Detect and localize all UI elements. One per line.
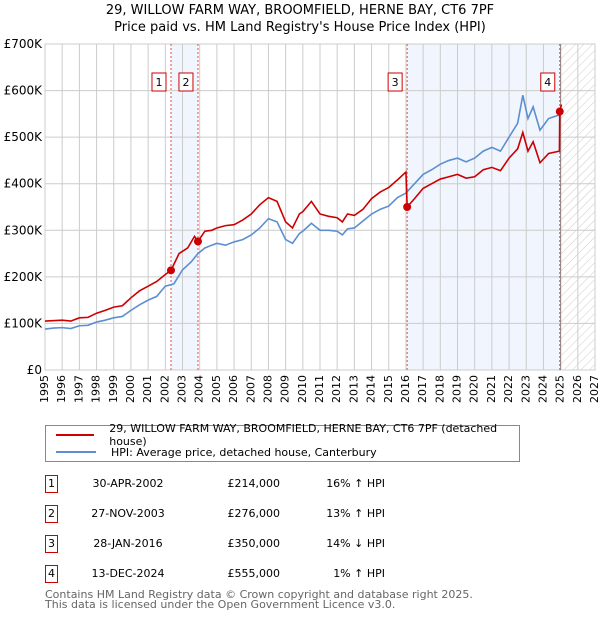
sale-marker-label: 3 <box>392 76 399 89</box>
sale-marker-box <box>151 72 167 92</box>
x-tick-label: 2019 <box>451 375 464 403</box>
x-tick-label: 2026 <box>571 375 584 403</box>
hpi-diff: 14% ↓ HPI <box>326 537 385 550</box>
x-tick-label: 2022 <box>502 375 515 403</box>
copyright-text: Contains HM Land Registry data © Crown c… <box>45 588 473 601</box>
footer: Contains HM Land Registry data © Crown c… <box>45 588 473 611</box>
x-tick-label: 2027 <box>588 375 600 403</box>
x-tick-label: 2006 <box>227 375 240 403</box>
hpi-line <box>44 95 563 330</box>
x-tick-label: 2003 <box>176 375 189 403</box>
blue-line-swatch <box>56 451 96 453</box>
sale-price: £276,000 <box>227 507 281 520</box>
x-tick-label: 1995 <box>38 375 51 403</box>
y-tick-label: £400K <box>4 177 44 191</box>
x-tick-label: 2007 <box>244 375 257 403</box>
y-tick-label: £200K <box>4 270 44 284</box>
sale-date: 27-NOV-2003 <box>91 507 165 520</box>
x-tick-label: 2023 <box>519 375 532 403</box>
property-price-line <box>44 104 563 322</box>
sale-marker-box <box>387 72 403 92</box>
table-row: 1 30-APR-2002 £214,000 16% ↑ HPI <box>45 475 545 493</box>
sale-point <box>555 107 564 116</box>
y-tick-label: £100K <box>4 316 44 330</box>
sale-date: 13-DEC-2024 <box>91 567 165 580</box>
x-tick-label: 2002 <box>158 375 171 403</box>
x-tick-label: 2012 <box>330 375 343 403</box>
legend-label: HPI: Average price, detached house, Cant… <box>111 445 377 459</box>
legend: 29, WILLOW FARM WAY, BROOMFIELD, HERNE B… <box>45 422 520 462</box>
legend-item-property: 29, WILLOW FARM WAY, BROOMFIELD, HERNE B… <box>56 422 519 448</box>
x-tick-label: 1997 <box>72 375 85 403</box>
licence-text: This data is licensed under the Open Gov… <box>45 598 396 611</box>
x-tick-label: 2009 <box>279 375 292 403</box>
price-chart: 1995 1996 1997 1998 1999 2000 2001 2002 2003 2004… <box>4 37 600 403</box>
sale-point <box>403 203 412 211</box>
table-row: 2 27-NOV-2003 £276,000 13% ↑ HPI <box>45 505 545 523</box>
sale-marker-box <box>540 72 556 92</box>
x-tick-label: 2008 <box>261 375 274 403</box>
table-row: 3 28-JAN-2016 £350,000 14% ↓ HPI <box>45 535 545 553</box>
sale-marker: 3 <box>45 535 58 553</box>
sale-point <box>193 237 202 246</box>
hpi-diff: 13% ↑ HPI <box>326 507 385 520</box>
hpi-diff: 16% ↑ HPI <box>326 477 385 490</box>
y-tick-label: £500K <box>4 130 44 144</box>
x-tick-label: 2018 <box>433 375 446 403</box>
plot-border <box>44 43 596 371</box>
x-tick-label: 1999 <box>107 375 120 403</box>
sale-price: £555,000 <box>227 567 281 580</box>
table-row: 4 13-DEC-2024 £555,000 1% ↑ HPI <box>45 565 545 583</box>
x-tick-label: 2017 <box>416 375 429 403</box>
sale-marker: 4 <box>45 565 58 583</box>
sale-point <box>166 266 175 275</box>
legend-item-hpi: HPI: Average price, detached house, Cant… <box>56 444 377 460</box>
x-tick-label: 2001 <box>141 375 154 403</box>
sale-price: £214,000 <box>227 477 281 490</box>
x-tick-label: 1998 <box>90 375 103 403</box>
red-line-swatch <box>56 434 95 436</box>
x-tick-label: 1996 <box>55 375 68 403</box>
sale-period-shading <box>170 44 198 370</box>
y-tick-label: £700K <box>4 37 44 51</box>
chart-subtitle: Price paid vs. HM Land Registry's House … <box>114 20 486 35</box>
y-tick-label: £600K <box>4 84 44 98</box>
chart-title: 29, WILLOW FARM WAY, BROOMFIELD, HERNE B… <box>105 3 495 18</box>
x-tick-label: 2004 <box>193 375 206 403</box>
sale-marker-label: 1 <box>155 76 162 89</box>
sale-price: £350,000 <box>227 537 281 550</box>
x-tick-label: 2014 <box>365 375 378 403</box>
sale-period-shading <box>407 44 560 370</box>
x-tick-label: 2020 <box>468 375 481 403</box>
sale-marker-label: 2 <box>182 76 189 89</box>
sale-marker: 1 <box>45 475 58 493</box>
x-tick-label: 2005 <box>210 375 223 403</box>
x-tick-label: 2021 <box>485 375 498 403</box>
x-tick-label: 2011 <box>313 375 326 403</box>
y-tick-label: £0 <box>27 363 42 377</box>
legend-label: 29, WILLOW FARM WAY, BROOMFIELD, HERNE B… <box>109 422 498 448</box>
sale-date: 28-JAN-2016 <box>93 537 163 550</box>
sale-marker: 2 <box>45 505 58 523</box>
hpi-diff: 1% ↑ HPI <box>333 567 385 580</box>
x-tick-label: 2010 <box>296 375 309 403</box>
x-tick-label: 2024 <box>536 375 549 403</box>
sale-marker-label: 4 <box>544 76 551 89</box>
sale-marker-box <box>178 72 194 92</box>
x-tick-label: 2000 <box>124 375 137 403</box>
x-tick-label: 2025 <box>554 375 567 403</box>
x-tick-label: 2015 <box>382 375 395 403</box>
sale-date: 30-APR-2002 <box>92 477 164 490</box>
y-tick-label: £300K <box>4 223 44 237</box>
x-tick-label: 2013 <box>347 375 360 403</box>
x-tick-label: 2016 <box>399 375 412 403</box>
